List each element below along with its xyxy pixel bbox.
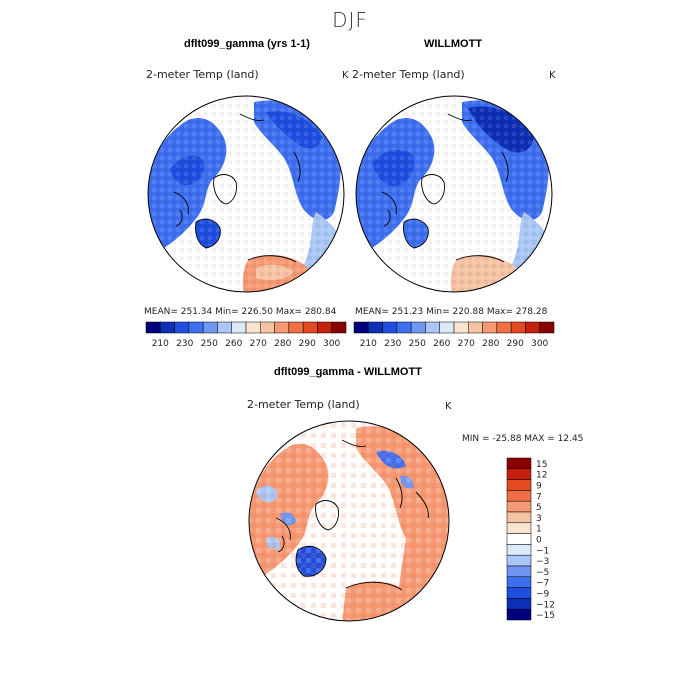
diff-colorbar-swatch <box>506 554 532 567</box>
obs-colorbar-tick-label: 300 <box>531 339 548 349</box>
diff-colorbar-swatch <box>506 479 532 491</box>
diff-colorbar-swatch <box>506 468 532 480</box>
diff-panel-title: dflt099_gamma - WILLMOTT <box>274 366 422 378</box>
diff-colorbar-swatch <box>506 500 532 513</box>
obs-colorbar-swatch <box>425 321 440 334</box>
season-title: DJF <box>332 8 368 32</box>
model-polar-map <box>147 95 345 293</box>
obs-colorbar-tick-label: 270 <box>458 339 475 349</box>
obs-colorbar-tick-label: 210 <box>360 339 377 349</box>
model-colorbar-swatch <box>302 321 318 334</box>
model-colorbar-tick-label: 290 <box>299 339 316 349</box>
diff-colorbar-tick-label: −1 <box>536 546 549 556</box>
obs-colorbar-swatch <box>396 321 412 334</box>
diff-colorbar-tick-label: −5 <box>536 568 549 578</box>
obs-variable-label: 2-meter Temp (land) <box>352 68 465 81</box>
obs-colorbar-swatch <box>468 321 483 334</box>
obs-unit-label: K <box>549 70 556 81</box>
model-stats: MEAN= 251.34 Min= 226.50 Max= 280.84 <box>144 307 337 317</box>
diff-colorbar-swatch <box>506 522 532 534</box>
model-colorbar-tick-label: 250 <box>201 339 218 349</box>
diff-colorbar-swatch <box>506 490 532 502</box>
model-colorbar-tick-label: 210 <box>152 339 169 349</box>
diff-colorbar-tick-label: 5 <box>536 503 542 513</box>
diff-colorbar-tick-label: −3 <box>536 557 549 567</box>
model-colorbar-swatch <box>145 321 161 334</box>
obs-stats: MEAN= 251.23 Min= 220.88 Max= 278.28 <box>355 307 548 317</box>
model-colorbar-swatch <box>260 321 275 334</box>
obs-colorbar-swatch <box>482 321 498 334</box>
diff-colorbar-swatch <box>506 511 532 524</box>
diff-colorbar-swatch <box>506 608 532 621</box>
obs-colorbar-tick-label: 230 <box>384 339 401 349</box>
model-colorbar-tick-label: 280 <box>274 339 291 349</box>
diff-colorbar-tick-label: 1 <box>536 525 542 535</box>
model-colorbar-tick-label: 230 <box>176 339 193 349</box>
obs-colorbar-swatch <box>525 321 540 334</box>
model-colorbar-swatch <box>174 321 190 334</box>
model-unit-label: K <box>342 70 349 81</box>
obs-colorbar-swatch <box>539 321 555 334</box>
diff-colorbar-swatch <box>506 587 532 599</box>
model-colorbar-swatch <box>288 321 304 334</box>
model-colorbar-swatch <box>231 321 247 334</box>
obs-colorbar-tick-label: 250 <box>409 339 426 349</box>
obs-colorbar-swatch <box>496 321 512 334</box>
diff-colorbar-swatch <box>506 576 532 588</box>
diff-colorbar-swatch <box>506 598 532 610</box>
model-colorbar: 210 230 250 260 270 280 290 300 <box>145 321 347 349</box>
diff-colorbar-tick-label: 7 <box>536 492 542 502</box>
obs-polar-map <box>355 95 553 293</box>
diff-colorbar-tick-label: 9 <box>536 482 542 492</box>
model-colorbar-tick-label: 270 <box>250 339 267 349</box>
diff-variable-label: 2-meter Temp (land) <box>247 398 360 411</box>
diff-minmax-stats: MIN = -25.88 MAX = 12.45 <box>462 434 584 444</box>
model-colorbar-swatch <box>202 321 218 334</box>
model-colorbar-swatch <box>217 321 232 334</box>
model-colorbar-tick-label: 260 <box>225 339 242 349</box>
obs-colorbar-swatch <box>382 321 398 334</box>
diff-colorbar-tick-label: 12 <box>536 471 547 481</box>
model-colorbar-swatch <box>245 321 261 334</box>
obs-colorbar-tick-label: 260 <box>433 339 450 349</box>
model-panel-title: dflt099_gamma (yrs 1-1) <box>184 38 310 50</box>
obs-colorbar-swatch <box>410 321 426 334</box>
diff-colorbar-tick-label: 0 <box>536 536 542 546</box>
diff-colorbar-swatch <box>506 565 532 578</box>
obs-colorbar-swatch <box>353 321 369 334</box>
obs-colorbar-swatch <box>439 321 455 334</box>
diff-colorbar-swatch <box>506 533 532 545</box>
diff-colorbar-tick-label: −15 <box>536 611 555 621</box>
obs-colorbar-swatch <box>368 321 383 334</box>
diff-unit-label: K <box>445 401 452 412</box>
model-colorbar-swatch <box>331 321 347 334</box>
obs-colorbar-tick-label: 290 <box>507 339 524 349</box>
model-colorbar-swatch <box>188 321 204 334</box>
obs-colorbar-tick-label: 280 <box>482 339 499 349</box>
model-variable-label: 2-meter Temp (land) <box>146 68 259 81</box>
model-colorbar-swatch <box>274 321 290 334</box>
obs-colorbar: 210 230 250 260 270 280 290 300 <box>353 321 555 349</box>
obs-colorbar-swatch <box>510 321 526 334</box>
diff-colorbar-swatch <box>506 544 532 556</box>
model-colorbar-swatch <box>160 321 175 334</box>
obs-panel-title: WILLMOTT <box>424 38 483 50</box>
obs-colorbar-swatch <box>453 321 469 334</box>
diff-polar-map <box>248 420 450 622</box>
diff-colorbar-tick-label: −7 <box>536 579 549 589</box>
model-colorbar-swatch <box>317 321 332 334</box>
model-colorbar-tick-label: 300 <box>323 339 340 349</box>
diff-colorbar-swatch <box>506 457 532 470</box>
diff-colorbar-tick-label: 3 <box>536 514 542 524</box>
diff-colorbar-tick-label: 15 <box>536 460 547 470</box>
diff-colorbar-tick-label: −9 <box>536 590 550 600</box>
diff-colorbar-tick-label: −12 <box>536 600 555 610</box>
